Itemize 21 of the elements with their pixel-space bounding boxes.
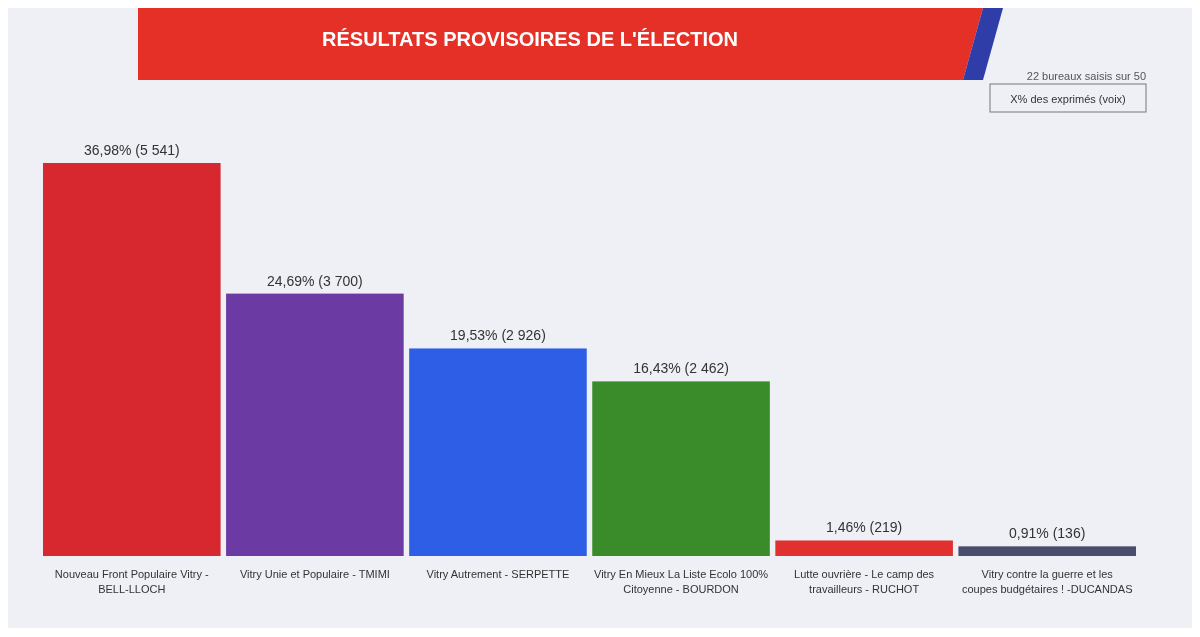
bar (226, 293, 404, 556)
data-label: 16,43% (2 462) (633, 360, 729, 377)
bar (409, 348, 587, 556)
x-tick-label: Vitry Autrement - SERPETTE (426, 568, 570, 580)
data-label: 19,53% (2 926) (450, 327, 546, 344)
data-label: 1,46% (219) (825, 519, 903, 536)
bar (43, 163, 221, 556)
bar (775, 540, 953, 556)
x-tick-label: Nouveau Front Populaire Vitry - BELL-LLOCH (54, 568, 210, 595)
data-label: 0,91% (136) (1009, 525, 1086, 542)
chart-title: RÉSULTATS PROVISOIRES DE L'ÉLECTION (322, 28, 738, 50)
x-tick-label: Vitry contre la guerre et les coupes budgétaires ! -DUCANDAS (961, 568, 1133, 595)
x-tick-label: Vitry Unie et Populaire - TMIMI (239, 568, 390, 580)
text: 22 bureaux saisis sur 50 (1026, 70, 1146, 82)
bar (958, 546, 1136, 556)
x-tick-label: Lutte ouvrière - Le camp des travailleurs - RUCHOT (794, 568, 935, 595)
text: X% des exprimés (voix) (1010, 93, 1126, 105)
data-label: 24,69% (3 700) (267, 272, 363, 289)
x-tick-label: Vitry En Mieux La Liste Ecolo 100% Citoyenne - BOURDON (594, 568, 769, 595)
data-label: 36,98% (5 541) (83, 142, 180, 158)
bar (592, 381, 770, 556)
